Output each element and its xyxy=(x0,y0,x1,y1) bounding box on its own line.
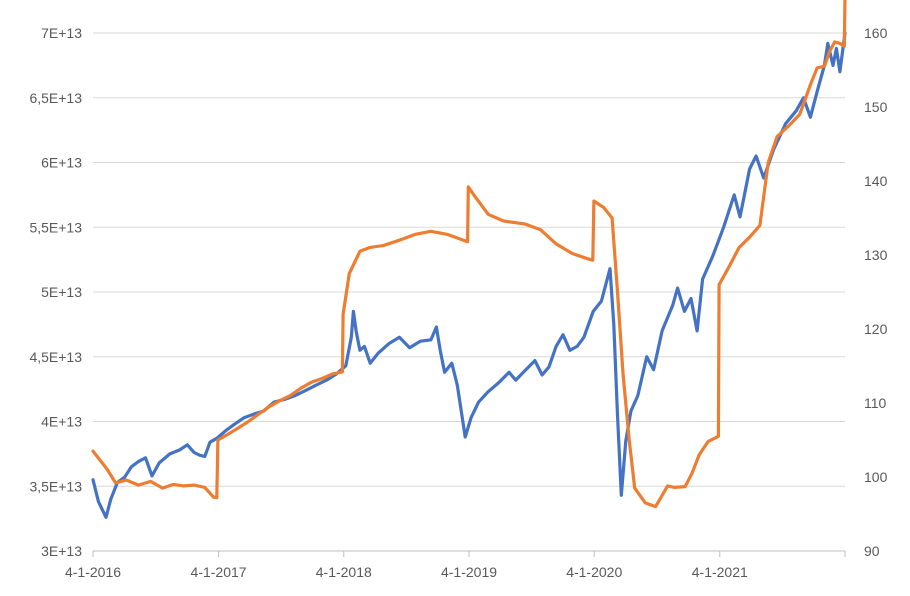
left-y-tick-label: 5,5E+13 xyxy=(29,219,82,235)
x-tick-label: 4-1-2020 xyxy=(566,564,622,580)
left-y-tick-label: 6,5E+13 xyxy=(29,90,82,106)
right-y-tick-label: 140 xyxy=(864,173,888,189)
right-y-tick-label: 100 xyxy=(864,469,888,485)
series-lines xyxy=(91,0,847,519)
right-y-tick-label: 130 xyxy=(864,247,888,263)
left-y-tick-label: 3,5E+13 xyxy=(29,478,82,494)
left-axis-tick-labels: 3E+13 3,5E+13 4E+13 4,5E+13 5E+13 5,5E+13 6E+1… xyxy=(29,25,82,559)
right-axis-tick-labels: 90 100 110 120 130 140 150 160 xyxy=(864,25,888,559)
left-y-tick-label: 7E+13 xyxy=(41,25,82,41)
x-tick-label: 4-1-2019 xyxy=(441,564,497,580)
x-tick-label: 4-1-2018 xyxy=(316,564,372,580)
left-y-tick-label: 3E+13 xyxy=(41,543,82,559)
right-y-tick-label: 90 xyxy=(864,543,880,559)
left-y-tick-label: 6E+13 xyxy=(41,155,82,171)
left-y-tick-label: 5E+13 xyxy=(41,284,82,300)
x-tick-label: 4-1-2017 xyxy=(191,564,247,580)
right-y-tick-label: 110 xyxy=(864,395,887,411)
x-tick-label: 4-1-2016 xyxy=(65,564,121,580)
right-y-tick-label: 150 xyxy=(864,99,888,115)
x-tick-label: 4-1-2021 xyxy=(692,564,748,580)
right-y-tick-label: 120 xyxy=(864,321,888,337)
right-y-tick-label: 160 xyxy=(864,25,888,41)
series-line-blue-left-axis xyxy=(91,31,847,519)
left-y-tick-label: 4E+13 xyxy=(41,414,82,430)
left-y-tick-label: 4,5E+13 xyxy=(29,349,82,365)
series-line-orange-right-axis xyxy=(91,0,847,509)
x-axis: 4-1-2016 4-1-2017 4-1-2018 4-1-2019 4-1-2020… xyxy=(65,550,846,580)
